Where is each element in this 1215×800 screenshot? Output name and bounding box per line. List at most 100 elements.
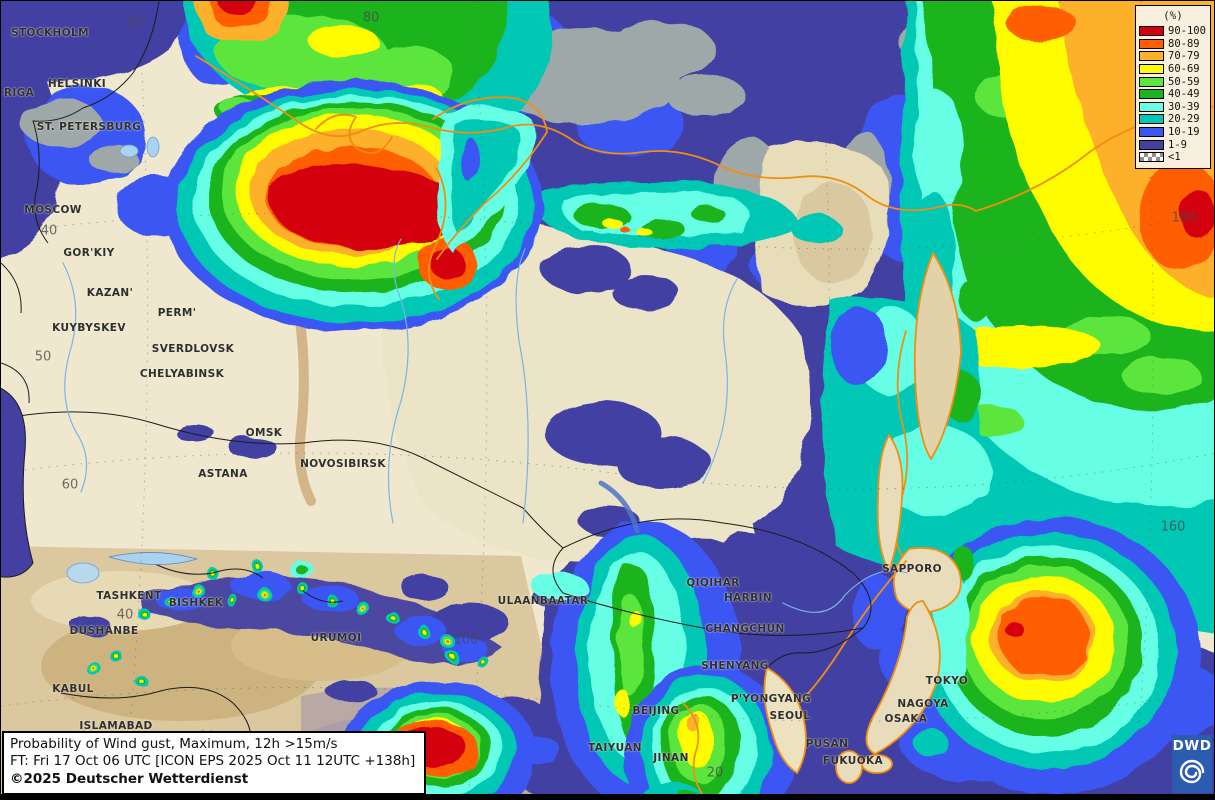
legend-swatch-20-29	[1139, 114, 1164, 125]
legend-row-20-29: 20-29	[1139, 113, 1207, 126]
legend-label-1-9: 1-9	[1168, 138, 1187, 151]
city-label-nagoya: NAGOYA	[897, 698, 949, 710]
legend-row-40-49: 40-49	[1139, 88, 1207, 101]
legend-label-90-100: 90-100	[1168, 25, 1206, 38]
graticule-label-160-9: 160	[1160, 519, 1186, 535]
legend-swatch-70-79	[1139, 51, 1164, 62]
legend-row-80-89: 80-89	[1139, 38, 1207, 51]
city-label-p-yongyang: P'YONGYANG	[730, 693, 812, 705]
city-label-urumqi: URUMQI	[310, 632, 362, 644]
legend-row-50-59: 50-59	[1139, 75, 1207, 88]
info-line-forecast-time: FT: Fri 17 Oct 06 UTC [ICON EPS 2025 Oct…	[10, 753, 416, 770]
graticule-label-40-2: 40	[40, 223, 58, 239]
city-label-shenyang: SHENYANG	[701, 660, 769, 672]
okhotsk-field	[822, 281, 991, 569]
city-label-dushanbe: DUSHANBE	[69, 625, 139, 637]
city-label-kabul: KABUL	[52, 683, 94, 695]
legend-swatch-90-100	[1139, 26, 1164, 37]
city-label-st-petersburg: ST. PETERSBURG	[36, 121, 142, 133]
dwd-logo-text: DWD	[1172, 738, 1212, 754]
info-line-copyright: ©2025 Deutscher Wetterdienst	[10, 771, 249, 788]
dwd-logo: DWD	[1172, 735, 1212, 793]
bering-sea-warm-field	[901, 1, 1214, 633]
city-label-moscow: MOSCOW	[24, 204, 82, 216]
graticule-label-50-3: 50	[34, 349, 52, 365]
city-label-perm: PERM'	[157, 307, 197, 319]
arctic-coast-band	[539, 180, 841, 249]
legend-row-60-69: 60-69	[1139, 63, 1207, 76]
legend-row-1: <1	[1139, 151, 1207, 164]
graticule-label-180-8: 180	[1171, 210, 1197, 226]
graticule-label-40-5: 40	[116, 607, 134, 623]
legend-title: (%)	[1163, 9, 1183, 22]
graticule-label-80-1: 80	[362, 10, 380, 26]
legend-label-60-69: 60-69	[1168, 63, 1200, 76]
bottom-border-bar	[1, 794, 1214, 799]
city-label-sverdlovsk: SVERDLOVSK	[151, 343, 235, 355]
city-label-beijing: BEIJING	[632, 705, 680, 717]
city-label-tashkent: TASHKENT	[96, 590, 162, 602]
legend-label-10-19: 10-19	[1168, 126, 1200, 139]
city-label-seoul: SEOUL	[769, 710, 811, 722]
city-label-novosibirsk: NOVOSIBIRSK	[300, 458, 386, 470]
city-label-gor-kiy: GOR'KIY	[63, 247, 115, 259]
graticule-label-20-10: 20	[706, 765, 724, 781]
legend-swatch-80-89	[1139, 38, 1164, 49]
legend-row-70-79: 70-79	[1139, 50, 1207, 63]
rivers-lakes	[62, 136, 908, 613]
legend-swatch-1	[1139, 152, 1164, 163]
legend-label-70-79: 70-79	[1168, 50, 1200, 63]
legend-label-1: <1	[1168, 151, 1181, 164]
legend-swatch-40-49	[1139, 89, 1164, 100]
graticule-label-100-7: 100	[453, 632, 479, 648]
nw-russia-storm	[163, 81, 543, 331]
spiral-icon	[1179, 759, 1205, 784]
city-label-fukuoka: FUKUOKA	[822, 755, 884, 767]
info-box: Probability of Wind gust, Maximum, 12h >…	[2, 730, 427, 795]
city-label-helsinki: HELSINKI	[47, 78, 107, 90]
bohai-blob	[624, 666, 794, 799]
city-label-riga: RIGA	[3, 87, 35, 99]
city-label-astana: ASTANA	[198, 468, 248, 480]
city-label-chelyabinsk: CHELYABINSK	[139, 368, 225, 380]
legend-label-30-39: 30-39	[1168, 100, 1200, 113]
legend-swatch-10-19	[1139, 127, 1164, 138]
legend-row-10-19: 10-19	[1139, 126, 1207, 139]
city-label-ulaanbaatar: ULAANBAATAR	[497, 595, 589, 607]
legend-label-40-49: 40-49	[1168, 88, 1200, 101]
legend-label-80-89: 80-89	[1168, 37, 1200, 50]
graticule-label-20-0: 20	[125, 15, 143, 31]
city-label-omsk: OMSK	[245, 427, 283, 439]
city-label-pusan: PUSAN	[805, 738, 849, 750]
coastlines	[195, 55, 1214, 796]
legend-row-90-100: 90-100	[1139, 25, 1207, 38]
city-label-taiyuan: TAIYUAN	[588, 742, 642, 754]
legend-label-50-59: 50-59	[1168, 75, 1200, 88]
legend-label-20-29: 20-29	[1168, 113, 1200, 126]
legend: (%) 90-100 80-89 70-79 60-69 50-59 40-49 30-39…	[1135, 5, 1211, 169]
city-label-kazan: KAZAN'	[86, 287, 134, 299]
city-label-bishkek: BISHKEK	[168, 597, 224, 609]
tien-shan-specks	[89, 560, 503, 687]
city-label-tokyo: TOKYO	[925, 675, 969, 687]
city-label-islamabad: ISLAMABAD	[79, 720, 153, 732]
east-japan-storm	[905, 518, 1201, 794]
legend-swatch-50-59	[1139, 76, 1164, 87]
city-label-harbin: HARBIN	[723, 592, 773, 604]
city-label-changchun: CHANGCHUN	[705, 623, 785, 635]
legend-row-30-39: 30-39	[1139, 101, 1207, 114]
legend-row-1-9: 1-9	[1139, 138, 1207, 151]
legend-swatch-60-69	[1139, 64, 1164, 75]
legend-swatch-30-39	[1139, 101, 1164, 112]
legend-rows: 90-100 80-89 70-79 60-69 50-59 40-49 30-39 20-2…	[1139, 25, 1207, 164]
city-label-sapporo: SAPPORO	[882, 563, 942, 575]
city-label-osaka: OSAKA	[884, 713, 928, 725]
graticule-label-60-4: 60	[61, 477, 79, 493]
city-label-jinan: JINAN	[653, 752, 689, 764]
city-label-kuybyskev: KUYBYSKEV	[52, 322, 126, 334]
info-line-parameter: Probability of Wind gust, Maximum, 12h >…	[10, 735, 338, 752]
